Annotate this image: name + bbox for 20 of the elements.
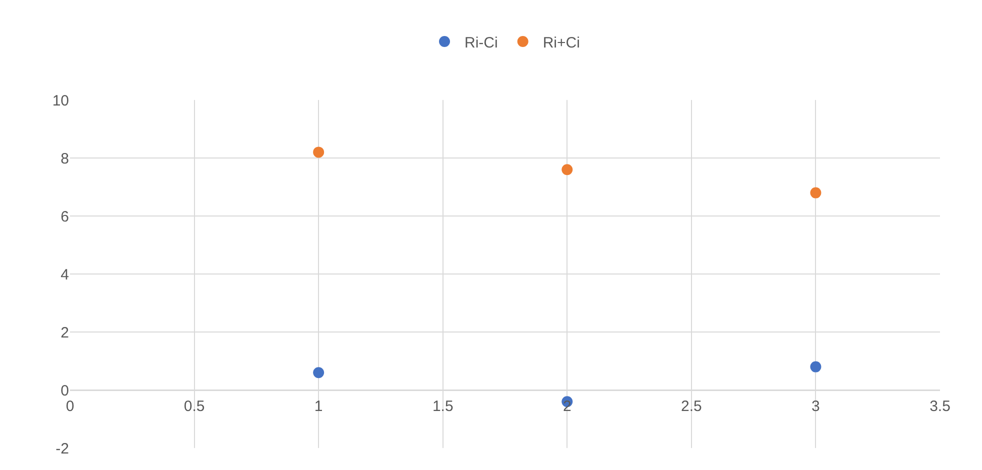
y-tick-label: 2 [60, 324, 69, 342]
legend-label: Ri+Ci [542, 34, 580, 52]
x-tick-label: 1 [314, 398, 323, 415]
y-tick-label: 6 [60, 208, 69, 226]
x-tick-label: 1.5 [432, 398, 454, 415]
x-tick-label: 3 [812, 398, 820, 415]
y-tick-label: 8 [60, 150, 69, 168]
y-tick-label: 0 [60, 382, 69, 400]
point [313, 146, 324, 158]
point [562, 164, 573, 176]
y-tick-label: 4 [60, 266, 69, 284]
y-tick-label: 10 [52, 92, 69, 110]
point [810, 187, 822, 198]
legend-label: Ri-Ci [464, 34, 498, 52]
point [313, 367, 324, 378]
x-tick-label: 3.5 [930, 398, 950, 415]
x-tick-label: 2.5 [681, 398, 702, 415]
y-tick-label: -2 [56, 440, 69, 458]
point [810, 361, 822, 372]
x-tick-label: 0.5 [184, 398, 205, 415]
